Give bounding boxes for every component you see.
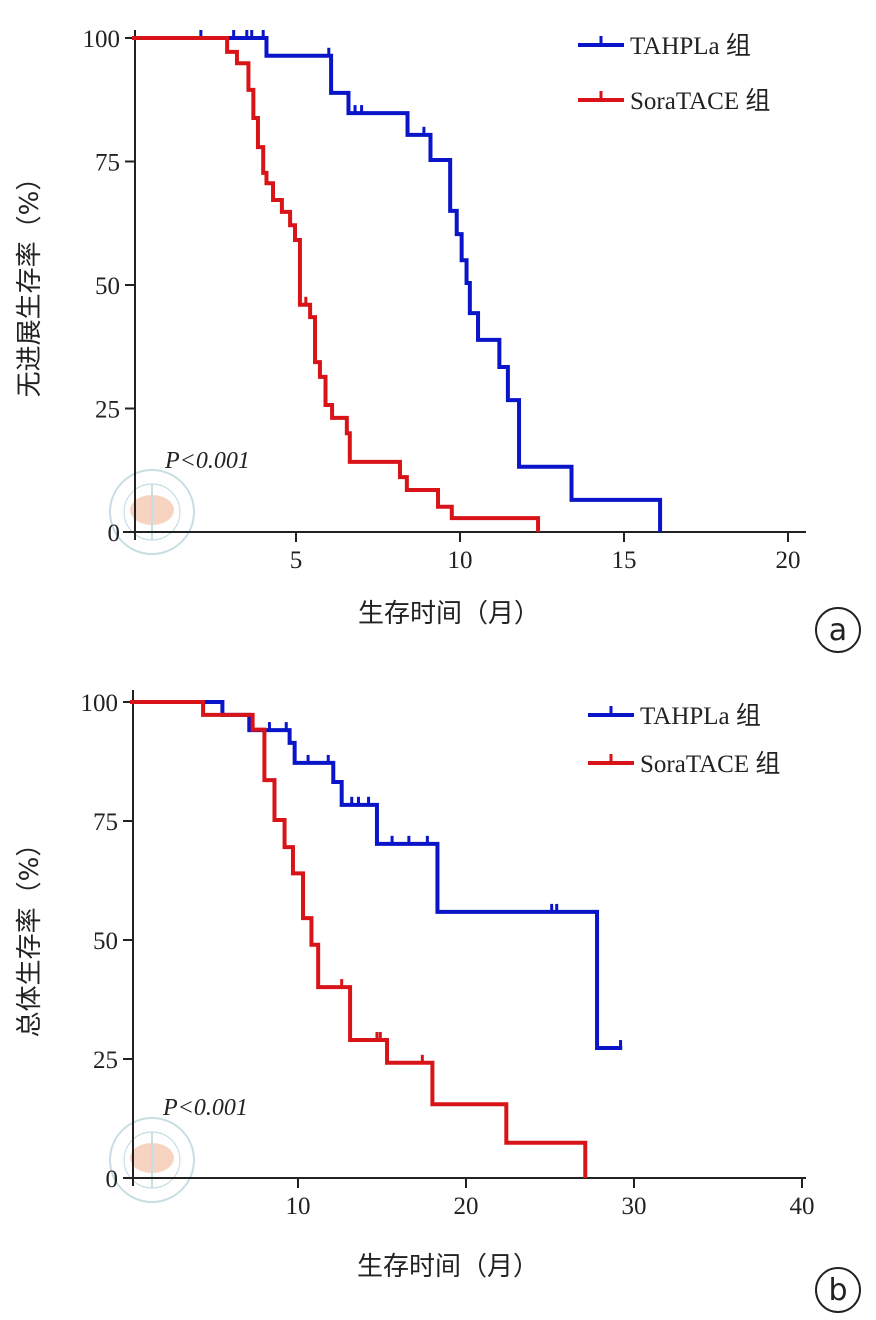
panel-label-circle <box>815 1267 861 1313</box>
y-tick-label: 100 <box>83 26 121 53</box>
panel-label: b <box>828 1273 847 1308</box>
chart-panel-b: 10 20 30 40 0 25 50 75 100 总体生存率（%） 生存时间（月） P<0.001… <box>15 690 861 1313</box>
survival-curve-tahpla <box>130 700 623 1051</box>
legend-label: TAHPLa 组 <box>630 32 751 60</box>
survival-curve-tahpla <box>132 36 663 532</box>
x-tick-label: 40 <box>790 1193 815 1220</box>
y-axis-label: 总体生存率（%） <box>15 831 45 1038</box>
y-tick-label: 75 <box>93 809 118 836</box>
x-tick-label: 30 <box>622 1193 647 1220</box>
y-tick-label: 0 <box>108 520 121 547</box>
survival-curve-soratace <box>130 700 588 1178</box>
legend-label: SoraTACE 组 <box>640 750 780 778</box>
p-value-annotation: P<0.001 <box>162 1095 248 1121</box>
y-tick-label: 25 <box>93 1047 118 1074</box>
panel-label-circle <box>815 607 861 653</box>
seal-ring <box>109 1117 195 1203</box>
y-tick-label: 100 <box>81 690 119 717</box>
x-axis-label: 生存时间（月） <box>358 599 540 629</box>
y-tick-label: 25 <box>95 397 120 424</box>
p-value-annotation: P<0.001 <box>164 448 250 474</box>
x-tick-label: 10 <box>448 547 473 574</box>
panel-label: a <box>829 613 847 648</box>
survival-curve-soratace <box>132 36 541 532</box>
y-tick-label: 50 <box>95 273 120 300</box>
legend-label: TAHPLa 组 <box>640 702 761 730</box>
y-axis-label: 无进展生存率（%） <box>15 165 45 398</box>
x-tick-label: 10 <box>286 1193 311 1220</box>
x-tick-label: 15 <box>612 547 637 574</box>
x-tick-label: 20 <box>776 547 801 574</box>
y-tick-label: 50 <box>93 928 118 955</box>
association-seal-watermark <box>109 469 195 555</box>
axes <box>123 690 806 1186</box>
seal-ring <box>109 469 195 555</box>
y-tick-label: 0 <box>106 1166 119 1193</box>
x-tick-label: 5 <box>290 547 303 574</box>
x-tick-label: 20 <box>454 1193 479 1220</box>
x-axis-label: 生存时间（月） <box>357 1252 539 1282</box>
y-tick-label: 75 <box>95 150 120 177</box>
chart-panel-a: 5 10 15 20 0 25 50 75 100 无进展生存率（%） 生存时间（月） P<0.001… <box>15 26 861 653</box>
legend-label: SoraTACE 组 <box>630 87 770 115</box>
association-seal-watermark <box>109 1117 195 1203</box>
